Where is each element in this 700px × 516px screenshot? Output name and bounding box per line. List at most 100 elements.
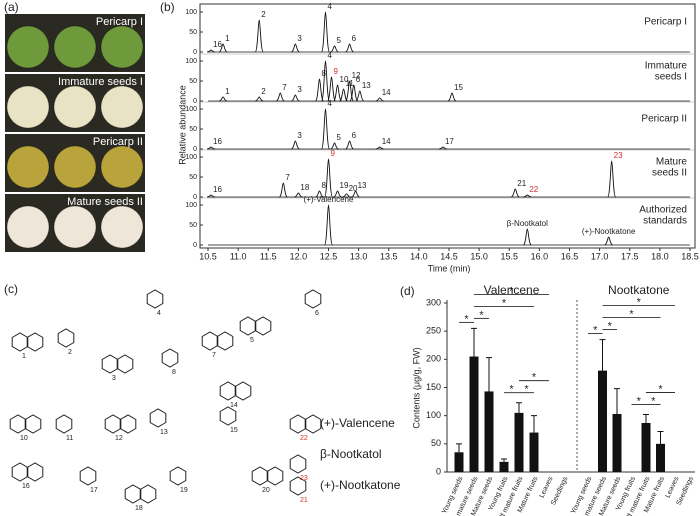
error-bar — [516, 402, 522, 413]
fruit — [6, 25, 50, 69]
photo-label: Pericarp II — [93, 136, 143, 148]
photo-label: Pericarp I — [96, 16, 143, 28]
x-tick-label: 15.5 — [500, 251, 518, 261]
structure-ring — [116, 354, 134, 374]
error-bar — [531, 415, 537, 433]
structure-ring — [254, 316, 272, 336]
significance-label: * — [637, 395, 642, 407]
x-tick-label: 13.5 — [380, 251, 398, 261]
peak-label: 4 — [327, 99, 332, 108]
peak-label: 2 — [261, 87, 266, 96]
compound-number: 2 — [68, 349, 72, 356]
peak — [254, 19, 264, 53]
x-tick-label: 16.5 — [561, 251, 579, 261]
structure-ring — [251, 466, 269, 486]
fruit — [6, 145, 50, 189]
compound-number: 13 — [160, 429, 168, 436]
x-axis-title: Time (min) — [428, 263, 471, 273]
peak-label: 1 — [225, 87, 230, 96]
group-title: Valencene — [484, 283, 540, 297]
compound-number: 19 — [180, 487, 188, 494]
peak — [447, 92, 457, 102]
peak-label: 6 — [356, 75, 361, 84]
structure-ring — [24, 414, 42, 434]
bar — [598, 370, 607, 472]
significance-label: * — [502, 297, 507, 309]
significance-label: * — [593, 325, 598, 337]
error-bar — [657, 430, 664, 444]
panel-tag: (b) — [160, 0, 175, 14]
peak — [276, 92, 285, 102]
peak — [324, 204, 333, 246]
bar — [514, 412, 524, 472]
compound-number: 10 — [20, 435, 28, 442]
peak — [315, 190, 324, 198]
y-tick-label: 100 — [185, 9, 197, 16]
peak-label: 23 — [614, 151, 623, 160]
significance-label: * — [524, 384, 529, 396]
compound-number: 8 — [172, 369, 176, 376]
peak-label: 16 — [213, 185, 222, 194]
compound-number: 11 — [66, 435, 73, 442]
x-tick-label: 10.5 — [199, 251, 217, 261]
peak-label: β-Nootkatol — [507, 219, 548, 228]
error-bar — [486, 357, 492, 392]
peak-label: 16 — [213, 137, 222, 146]
peak-label: 21 — [517, 179, 526, 188]
error-bar — [599, 339, 606, 371]
peak-label: 4 — [327, 2, 332, 11]
x-tick-label: 18.0 — [651, 251, 669, 261]
peak-label: 3 — [297, 85, 302, 94]
y-tick-label: 50 — [189, 222, 197, 229]
peak — [327, 76, 336, 102]
peak-label: 19 — [340, 181, 349, 190]
structure-ring — [304, 289, 322, 309]
fruit — [100, 85, 144, 129]
peak-label: 6 — [352, 131, 357, 140]
bar — [656, 443, 665, 472]
trace-label: seeds I — [655, 72, 687, 83]
y-tick-label: 0 — [193, 49, 197, 56]
peak-label: 8 — [321, 69, 326, 78]
bar — [641, 422, 651, 472]
peak — [375, 146, 384, 150]
y-tick-label: 100 — [185, 154, 197, 161]
structure-ring — [219, 381, 237, 401]
y-tick-label: 50 — [189, 126, 197, 133]
significance-label: * — [509, 285, 514, 297]
panel-tag: (a) — [4, 0, 19, 14]
peak-label: 15 — [454, 83, 463, 92]
compound-number: 1 — [22, 353, 26, 360]
significance-label: * — [608, 321, 613, 333]
y-tick-label: 300 — [426, 297, 441, 307]
y-tick-label: 0 — [193, 242, 197, 249]
fruit — [100, 145, 144, 189]
y-tick-label: 100 — [185, 58, 197, 65]
peak — [607, 160, 617, 198]
x-tick-label: 17.5 — [621, 251, 639, 261]
peak — [294, 192, 303, 198]
peak-label: 16 — [213, 40, 222, 49]
peak — [291, 140, 300, 150]
structure-ring — [216, 331, 234, 351]
structure-ring — [11, 332, 29, 352]
peak-label: 9 — [334, 67, 339, 76]
y-tick-label: 0 — [436, 466, 441, 476]
y-axis-title: Relative abundance — [177, 85, 187, 165]
structure-ring — [146, 289, 164, 309]
peak — [291, 43, 300, 53]
structure-ring — [201, 331, 219, 351]
structure-ring — [26, 332, 44, 352]
peak — [333, 84, 342, 102]
bar — [454, 452, 464, 472]
error-bar — [614, 388, 620, 414]
compound-number: 17 — [90, 487, 98, 494]
peak — [438, 146, 448, 150]
y-tick-label: 200 — [426, 354, 441, 364]
compound-number: 5 — [250, 337, 254, 344]
y-tick-label: 50 — [189, 174, 197, 181]
structure-ring — [266, 466, 284, 486]
y-axis-title: Contents (μg/g, FW) — [411, 347, 421, 428]
peak — [523, 194, 532, 198]
